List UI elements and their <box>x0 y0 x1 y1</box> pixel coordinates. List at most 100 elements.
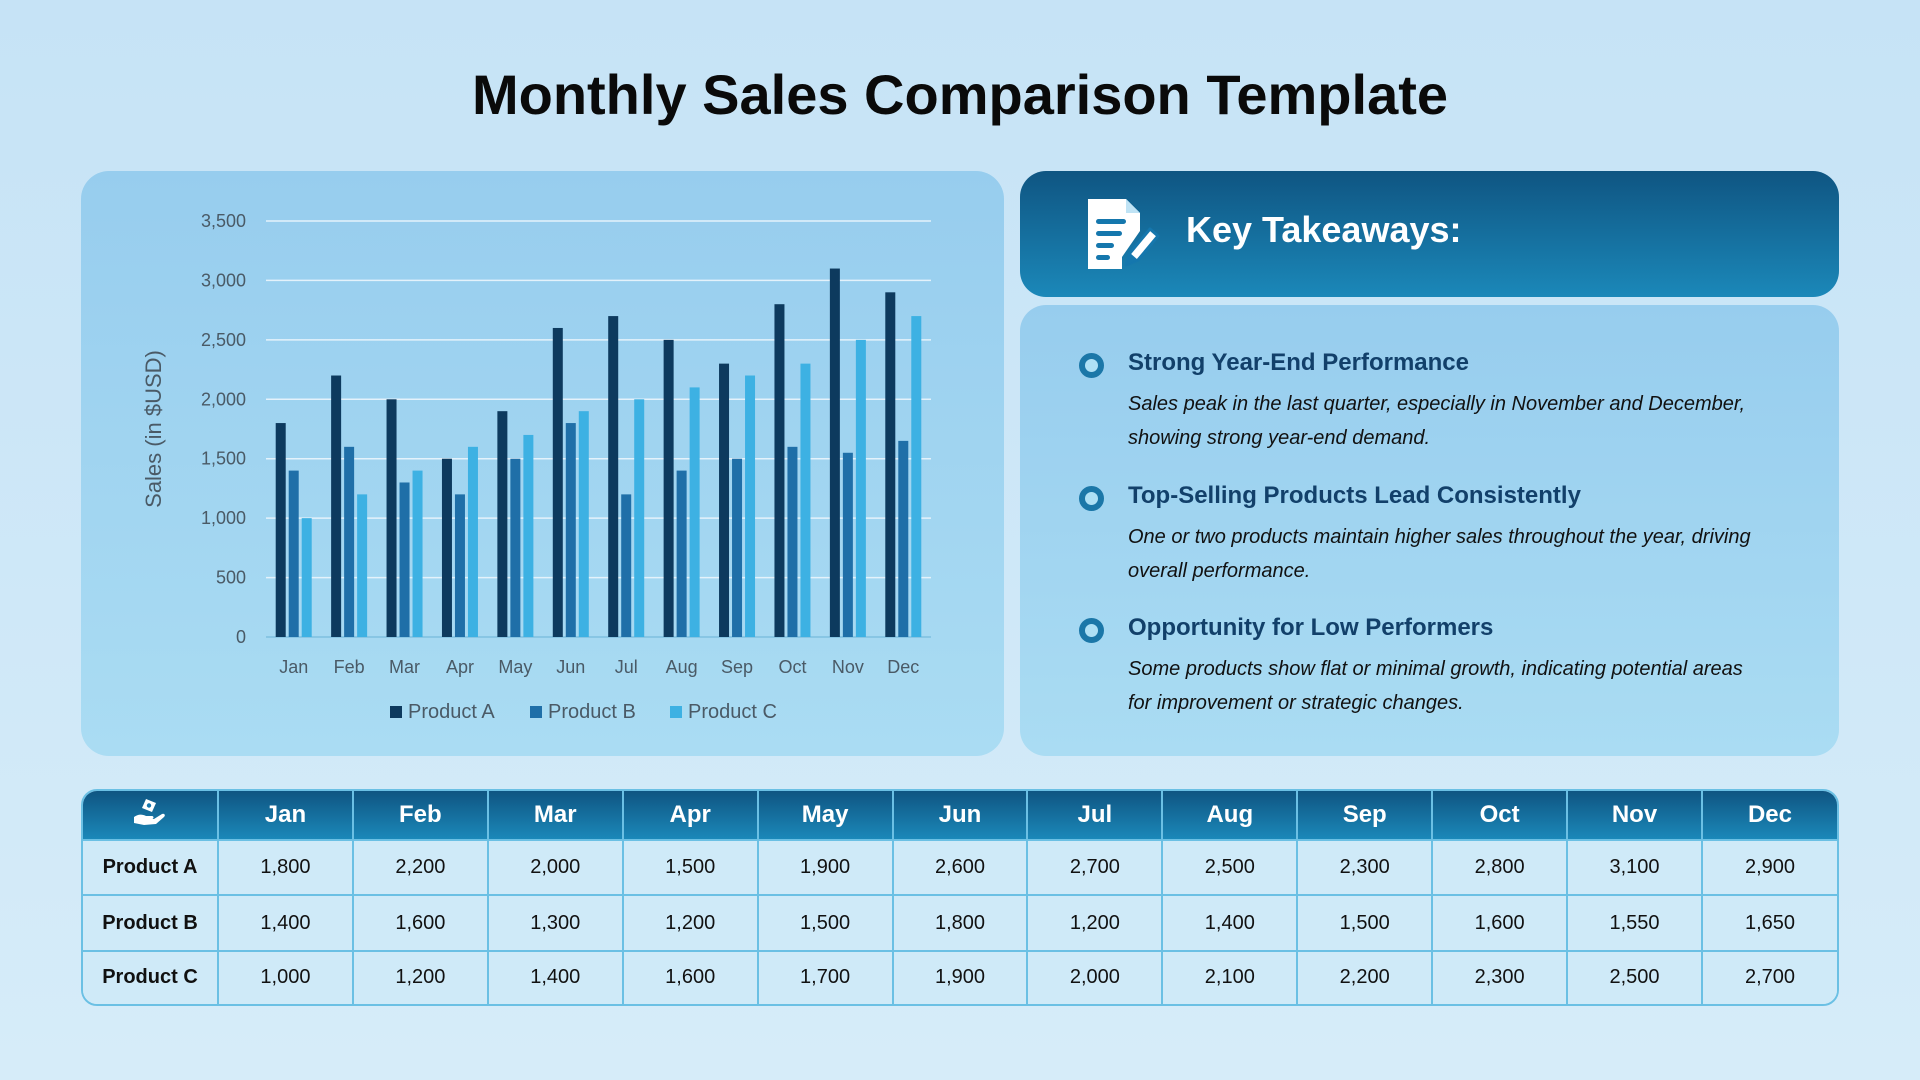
x-tick-label: Dec <box>887 657 919 677</box>
x-tick-label: Nov <box>832 657 864 677</box>
row-label: Product B <box>83 894 218 951</box>
table-cell: 1,300 <box>486 894 623 951</box>
bar <box>454 494 465 637</box>
table-cell: 2,200 <box>1296 949 1433 1004</box>
bar <box>719 363 730 637</box>
table-cell: 1,200 <box>351 949 488 1004</box>
table-row: Product C 1,000 1,200 1,400 1,600 1,700 … <box>83 949 1837 1004</box>
y-tick-label: 3,500 <box>201 211 246 231</box>
y-axis-label: Sales (in $USD) <box>141 350 166 508</box>
takeaways-title: Key Takeaways: <box>1186 209 1462 250</box>
table-row: Product B 1,400 1,600 1,300 1,200 1,500 … <box>83 894 1837 951</box>
table-header-cell: Apr <box>621 791 758 840</box>
y-tick-label: 500 <box>216 568 246 588</box>
table-cell: 2,300 <box>1431 949 1568 1004</box>
row-label: Product C <box>83 949 218 1004</box>
table-cell: 1,900 <box>756 838 893 896</box>
table-cell: 2,200 <box>351 838 488 896</box>
table-cell: 1,650 <box>1700 894 1837 951</box>
table-cell: 1,500 <box>1296 894 1433 951</box>
table-cell: 2,800 <box>1431 838 1568 896</box>
table-cell: 1,500 <box>756 894 893 951</box>
legend-swatch <box>390 706 402 718</box>
bar <box>732 458 743 637</box>
table-cell: 1,700 <box>756 949 893 1004</box>
table-header-cell: Mar <box>486 791 623 840</box>
x-tick-label: Feb <box>334 657 365 677</box>
table-cell: 1,800 <box>891 894 1028 951</box>
table-cell: 2,000 <box>1026 949 1163 1004</box>
bar <box>800 363 811 637</box>
row-label: Product A <box>83 838 218 896</box>
bar <box>565 423 576 637</box>
legend-label: Product C <box>688 701 777 723</box>
bullet-ring-icon <box>1079 353 1104 378</box>
bullet-ring-icon <box>1079 618 1104 643</box>
takeaway-heading: Strong Year-End Performance <box>1128 349 1469 376</box>
y-tick-label: 2,000 <box>201 389 246 409</box>
table-cell: 1,600 <box>1431 894 1568 951</box>
table-header-cell: May <box>756 791 893 840</box>
takeaways-body: Strong Year-End Performance Sales peak i… <box>1020 305 1839 756</box>
page-title: Monthly Sales Comparison Template <box>471 63 1449 126</box>
bar <box>842 452 853 637</box>
bar <box>412 470 423 637</box>
x-tick-label: Jun <box>556 657 585 677</box>
bar <box>676 470 687 637</box>
x-tick-label: Aug <box>666 657 698 677</box>
y-tick-label: 1,000 <box>201 508 246 528</box>
bar <box>399 482 410 637</box>
table-cell: 3,100 <box>1566 838 1702 896</box>
bar <box>787 446 798 637</box>
x-tick-label: Jul <box>615 657 638 677</box>
table-header-cell: Jun <box>891 791 1028 840</box>
takeaway-heading: Top-Selling Products Lead Consistently <box>1128 482 1581 509</box>
table-cell: 1,900 <box>891 949 1028 1004</box>
bar <box>288 470 299 637</box>
legend-swatch <box>670 706 682 718</box>
table-header-cell: Feb <box>351 791 488 840</box>
table-cell: 1,550 <box>1566 894 1702 951</box>
bar <box>331 375 342 637</box>
bar <box>497 411 508 637</box>
table-cell: 1,000 <box>217 949 353 1004</box>
table-cell: 1,200 <box>1026 894 1163 951</box>
bar <box>911 316 922 637</box>
table-cell: 1,200 <box>621 894 758 951</box>
legend-swatch <box>530 706 542 718</box>
table-cell: 1,400 <box>486 949 623 1004</box>
bar <box>663 339 674 637</box>
x-tick-label: Oct <box>778 657 806 677</box>
x-tick-label: Mar <box>389 657 420 677</box>
bar <box>357 494 368 637</box>
takeaway-text: One or two products maintain higher sale… <box>1128 526 1751 582</box>
table-cell: 2,500 <box>1566 949 1702 1004</box>
table-cell: 2,900 <box>1700 838 1837 896</box>
table-cell: 1,400 <box>217 894 353 951</box>
bar <box>608 316 619 637</box>
legend-label: Product B <box>548 701 636 723</box>
table-row: Product A 1,800 2,200 2,000 1,500 1,900 … <box>83 838 1837 896</box>
x-tick-label: Apr <box>446 657 474 677</box>
bar <box>829 268 840 637</box>
takeaways-header: Key Takeaways: <box>1020 171 1839 297</box>
bullet-ring-icon <box>1079 486 1104 511</box>
x-tick-label: Sep <box>721 657 753 677</box>
bar <box>745 375 756 637</box>
table-cell: 1,400 <box>1161 894 1298 951</box>
chart-panel: 0 500 1,000 1,500 2,000 2,500 3,000 3,500 Sales … <box>81 171 1004 756</box>
x-tick-label: May <box>498 657 532 677</box>
sales-table: Jan Feb Mar Apr May Jun Jul Aug Sep Oct … <box>81 789 1839 1006</box>
table-header-cell: Nov <box>1566 791 1702 840</box>
bar <box>510 458 521 637</box>
bar <box>578 411 589 637</box>
bar <box>855 339 866 637</box>
bar <box>689 387 700 637</box>
bar <box>344 446 355 637</box>
table-header-cell: Sep <box>1296 791 1433 840</box>
y-tick-label: 0 <box>236 627 246 647</box>
bar <box>467 446 478 637</box>
table-cell: 1,500 <box>621 838 758 896</box>
table-cell: 2,500 <box>1161 838 1298 896</box>
bar <box>523 434 534 637</box>
